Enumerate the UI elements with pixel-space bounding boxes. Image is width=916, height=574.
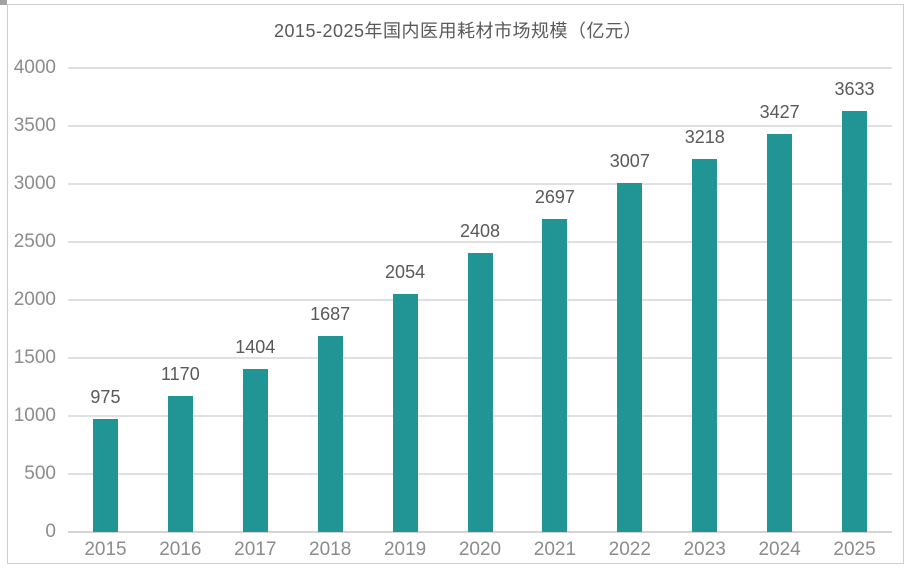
bar-value-label-2016: 1170 <box>161 364 200 385</box>
x-axis-tick-label-2022: 2022 <box>608 539 651 560</box>
x-axis-tick-label-2023: 2023 <box>683 539 726 560</box>
bar-2023 <box>692 158 718 532</box>
bar-value-label-2018: 1687 <box>310 304 351 325</box>
bar-2016 <box>167 396 193 532</box>
chart-title: 2015-2025年国内医用耗材市场规模（亿元） <box>273 21 643 41</box>
x-axis-tick-label-2015: 2015 <box>84 539 127 560</box>
bar-value-label-2021: 2697 <box>534 187 575 208</box>
bar-2015 <box>92 418 118 532</box>
bar-2018 <box>317 336 343 532</box>
bar-value-label-2019: 2054 <box>385 261 426 282</box>
bar-2025 <box>842 110 868 532</box>
y-axis-tick-label: 4000 <box>13 57 56 78</box>
x-axis-tick-label-2018: 2018 <box>309 539 352 560</box>
x-axis-tick-label-2021: 2021 <box>533 539 577 560</box>
x-axis-tick-label-2024: 2024 <box>758 539 801 560</box>
x-axis-tick-label-2016: 2016 <box>159 539 202 560</box>
bar-2021 <box>542 219 568 532</box>
x-axis-tick-label-2019: 2019 <box>383 539 427 560</box>
chart-card-border <box>7 4 904 564</box>
bar-value-label-2015: 975 <box>90 386 121 407</box>
x-axis-tick-label-2017: 2017 <box>234 539 277 560</box>
bar-value-label-2022: 3007 <box>609 151 650 172</box>
x-axis-tick-label-2025: 2025 <box>833 539 876 560</box>
bar-value-label-2023: 3218 <box>684 126 725 147</box>
y-axis-tick-label: 0 <box>45 521 56 542</box>
bar-2024 <box>767 134 793 532</box>
bar-2022 <box>617 183 643 532</box>
x-axis-tick-label-2020: 2020 <box>458 539 502 560</box>
y-axis-tick-label: 2500 <box>13 231 56 252</box>
window-corner-artifact <box>0 0 7 5</box>
bar-value-label-2025: 3633 <box>834 78 875 99</box>
y-axis-tick-label: 500 <box>24 463 56 484</box>
bar-value-label-2017: 1404 <box>235 337 276 358</box>
bar-2019 <box>392 293 418 532</box>
bar-value-label-2024: 3427 <box>759 102 800 123</box>
bar-2017 <box>242 369 268 532</box>
y-axis-tick-label: 1000 <box>13 405 56 426</box>
bar-2020 <box>467 252 493 532</box>
y-axis-tick-label: 1500 <box>13 347 56 368</box>
bar-value-label-2020: 2408 <box>459 220 501 241</box>
y-axis-tick-label: 2000 <box>13 289 56 310</box>
y-axis-tick-label: 3000 <box>13 173 56 194</box>
y-axis-tick-label: 3500 <box>13 115 56 136</box>
